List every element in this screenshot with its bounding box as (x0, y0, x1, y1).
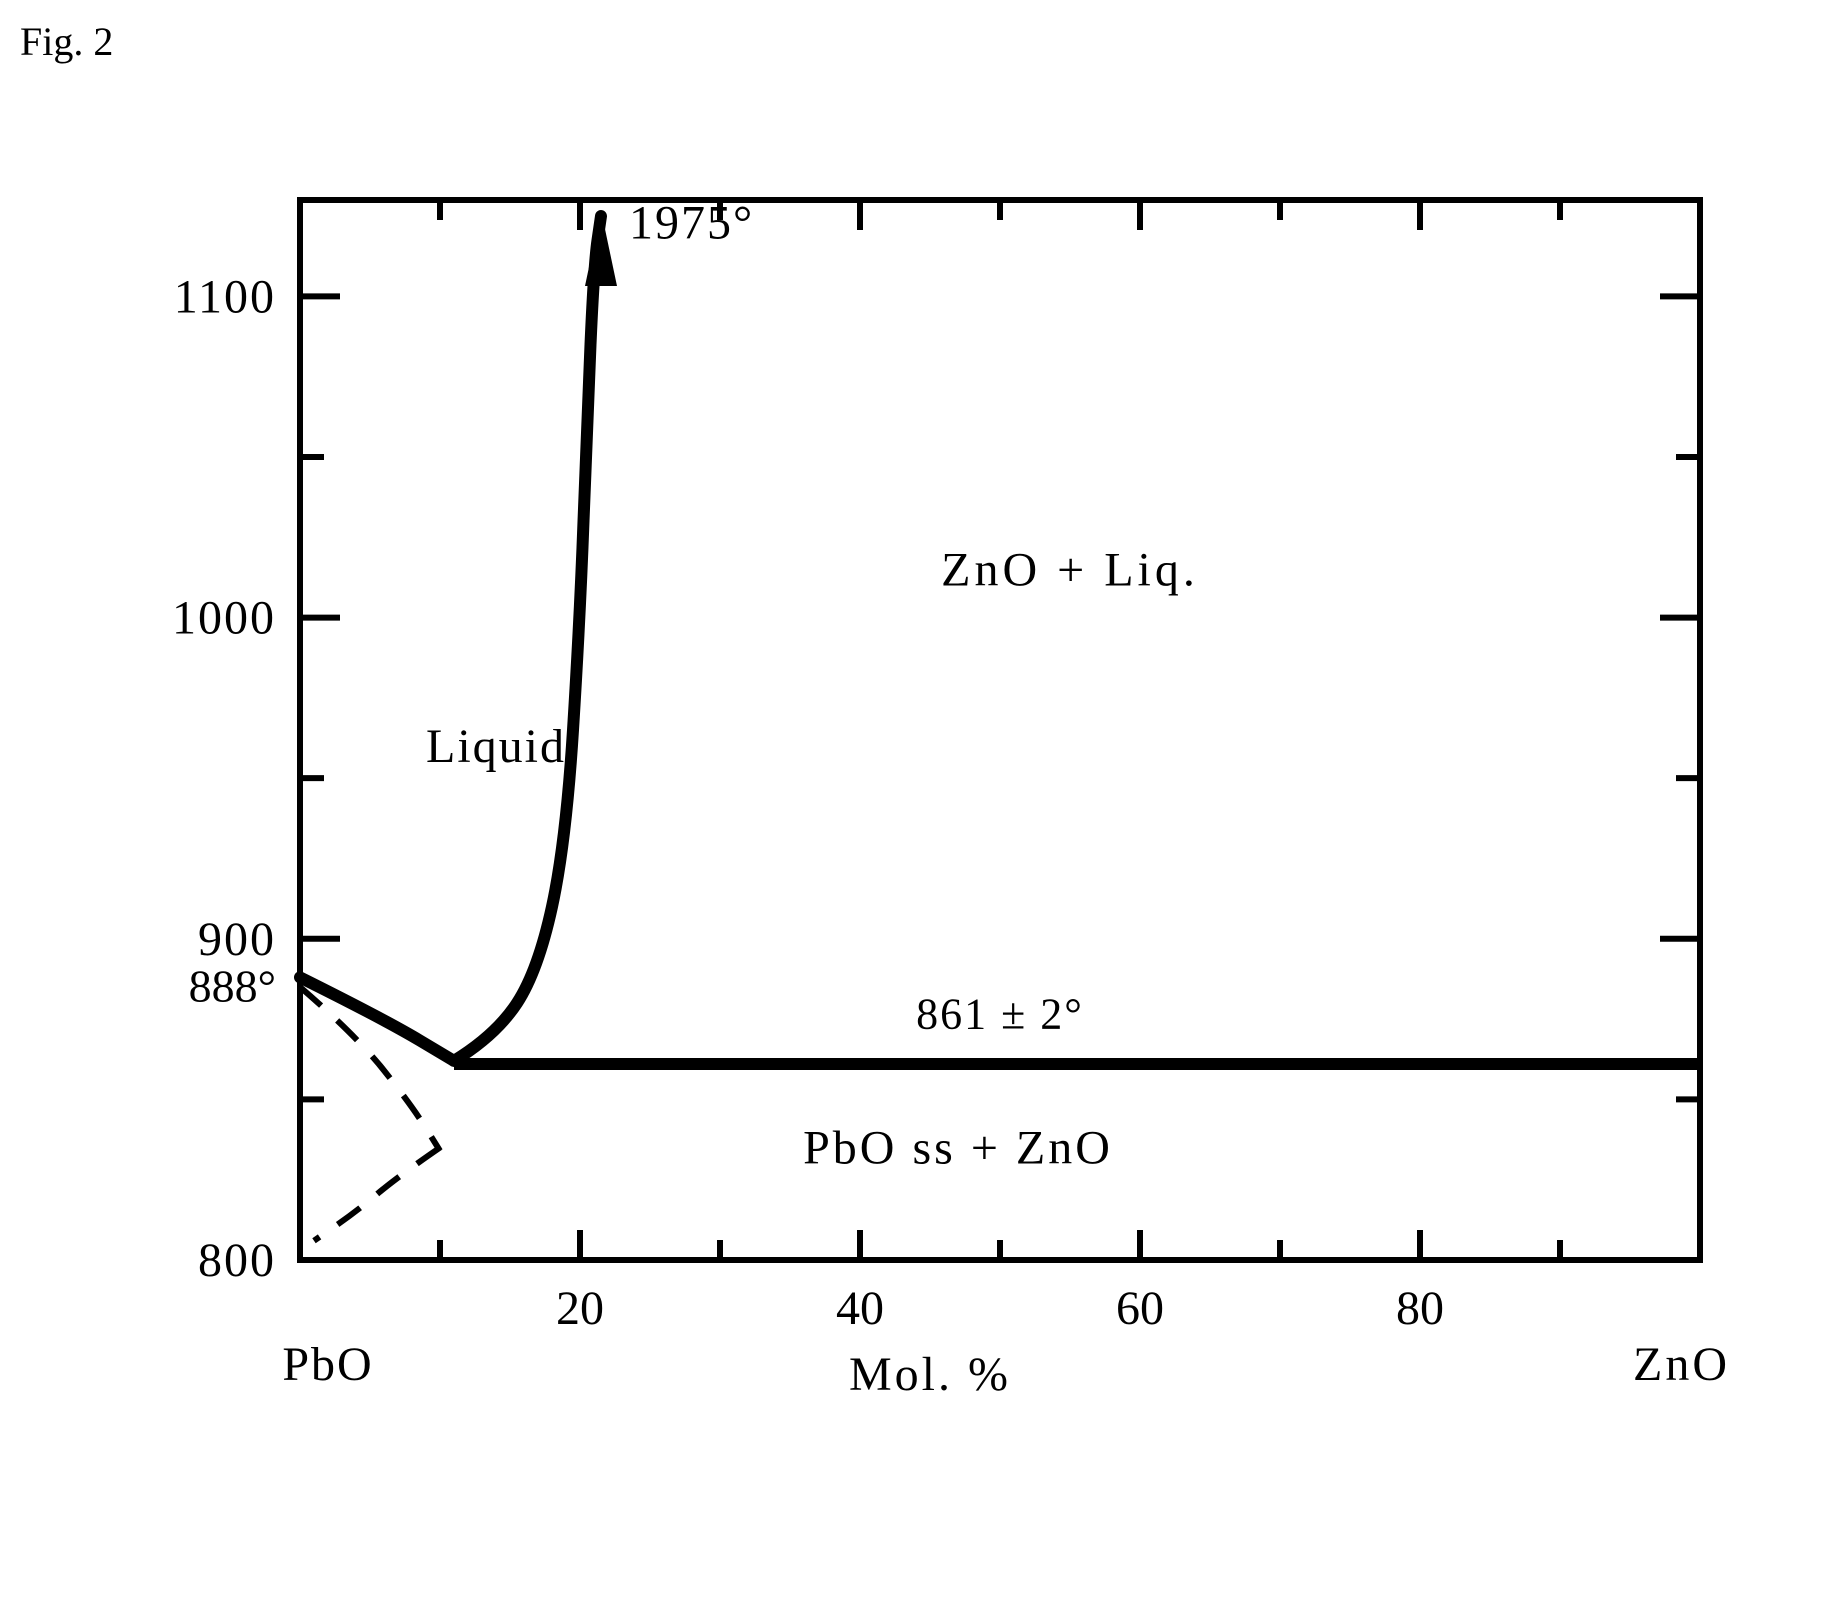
x-right-endpoint-label: ZnO (1633, 1338, 1730, 1391)
x-left-endpoint-label: PbO (282, 1338, 373, 1391)
x-axis-label: Mol. % (849, 1348, 1011, 1401)
liquidus-right-curve (454, 216, 601, 1061)
dashed-solvus-lower (314, 1148, 440, 1241)
liquidus-left-curve (300, 977, 454, 1061)
arrow-temp-label: 1975° (629, 197, 754, 250)
arrowhead-icon (585, 210, 617, 286)
x-tick-label: 80 (1396, 1282, 1444, 1335)
x-tick-label: 60 (1116, 1282, 1164, 1335)
eutectic-temp-label: 861 ± 2° (916, 990, 1084, 1039)
y-tick-label: 900 (198, 913, 276, 966)
solid-region-label: PbO ss + ZnO (803, 1122, 1113, 1175)
y-tick-label: 1100 (174, 270, 276, 323)
y-888-label: 888° (189, 960, 276, 1011)
zno-liq-region-label: ZnO + Liq. (941, 543, 1199, 596)
x-tick-label: 20 (556, 1282, 604, 1335)
y-tick-label: 1000 (172, 592, 276, 645)
x-tick-label: 40 (836, 1282, 884, 1335)
figure-caption: Fig. 2 (20, 19, 113, 64)
y-tick-label: 800 (198, 1234, 276, 1287)
liquid-region-label: Liquid (426, 720, 566, 773)
phase-diagram: Fig. 2 20 40 60 80 PbO ZnO Mol. % 800 900 1000 110… (0, 0, 1848, 1613)
